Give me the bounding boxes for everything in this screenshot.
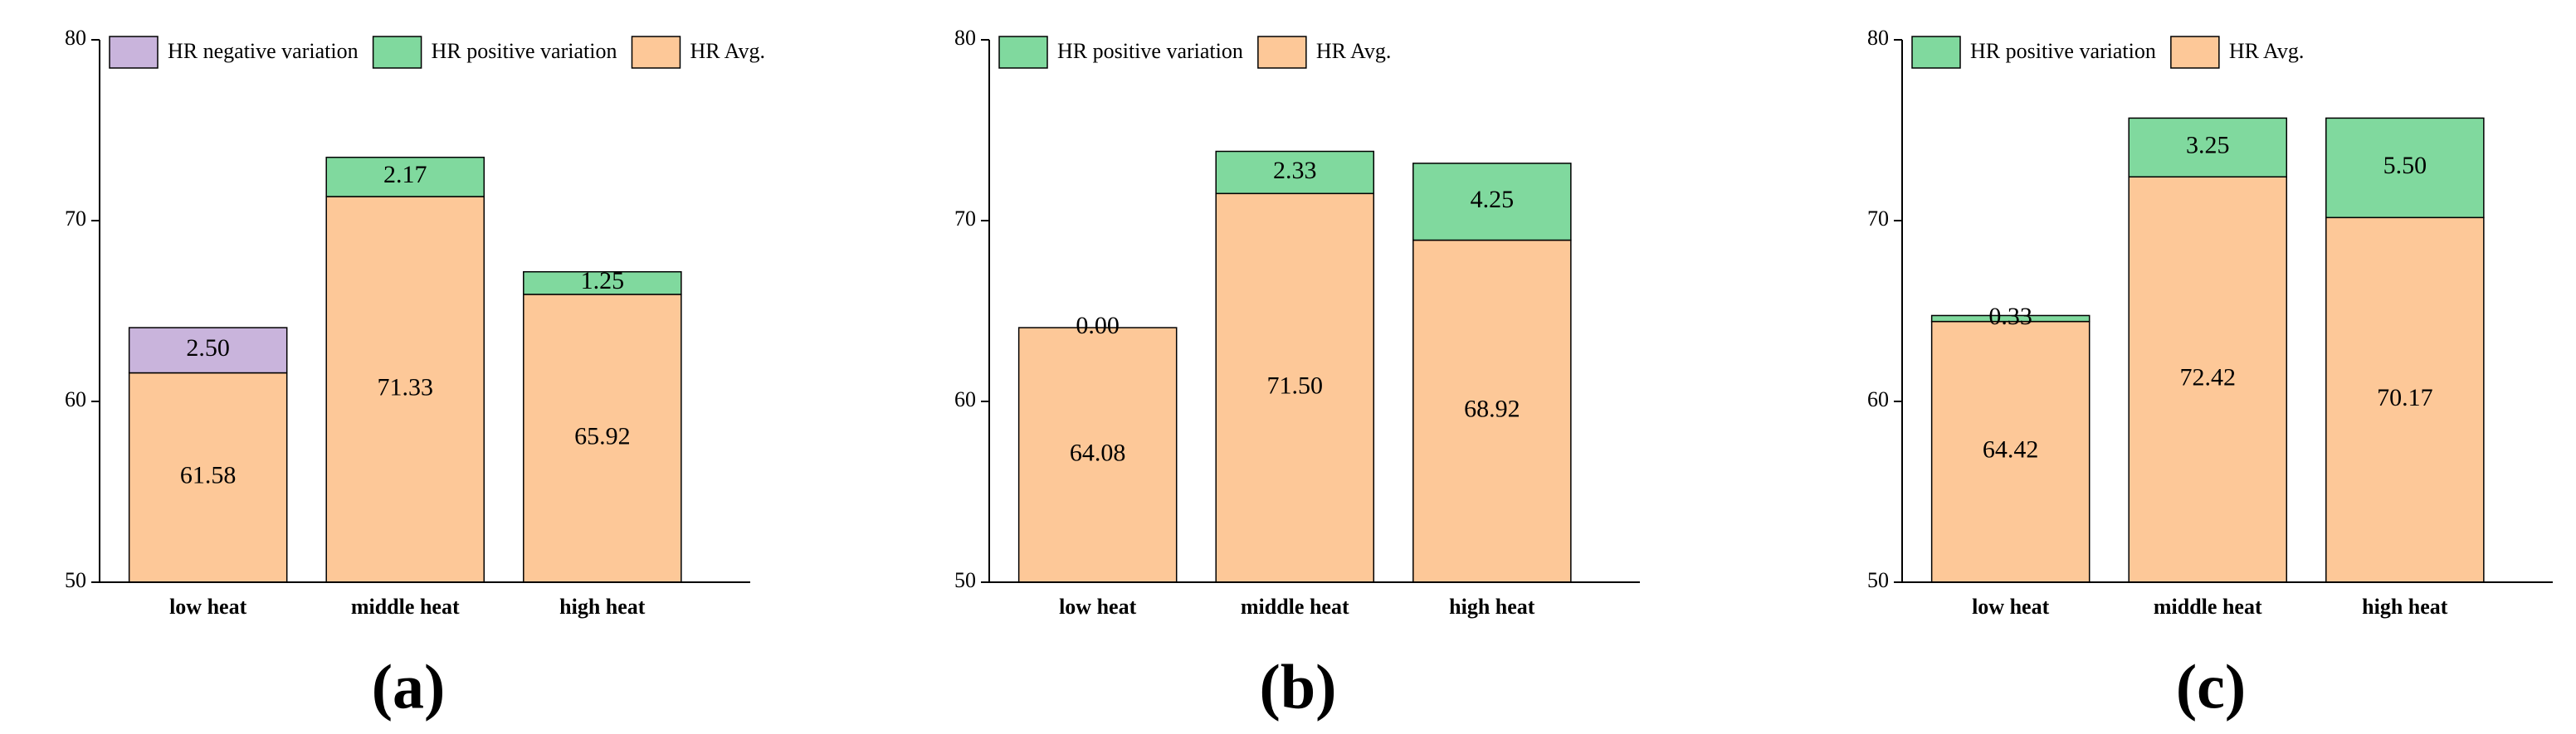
panel-label: (a) <box>372 652 446 722</box>
y-tick-label: 60 <box>1867 387 1889 411</box>
bar-segment <box>2325 117 2485 219</box>
bar-segment <box>325 196 485 583</box>
bar-segment <box>2325 216 2485 583</box>
y-tick-label: 60 <box>65 387 86 411</box>
bar-segment <box>325 156 485 197</box>
legend-label: HR Avg. <box>690 39 765 63</box>
x-tick-label: high heat <box>1449 595 1535 619</box>
y-tick-label: 70 <box>1867 207 1889 231</box>
bar-segment <box>128 372 288 583</box>
bar-segment <box>1215 150 1375 195</box>
bar-segment <box>523 294 682 583</box>
value-label: 72.42 <box>2179 364 2236 391</box>
x-tick-label: low heat <box>1059 595 1137 619</box>
value-label: 61.58 <box>180 462 237 489</box>
value-label: 1.25 <box>581 267 625 294</box>
x-tick-label: high heat <box>2362 595 2448 619</box>
x-tick-label: high heat <box>559 595 646 619</box>
bar-segment <box>523 270 682 295</box>
y-tick-label: 50 <box>1867 568 1889 592</box>
y-tick-label: 80 <box>1867 26 1889 50</box>
legend-swatch <box>1911 36 1961 69</box>
y-tick-label: 70 <box>65 207 86 231</box>
value-label: 64.42 <box>1983 436 2039 464</box>
value-label: 3.25 <box>2186 132 2230 159</box>
legend-label: HR negative variation <box>168 39 359 63</box>
legend-swatch <box>1257 36 1307 69</box>
value-label: 71.33 <box>377 373 433 401</box>
legend-label: HR positive variation <box>432 39 617 63</box>
legend-swatch <box>998 36 1048 69</box>
y-tick-label: 80 <box>65 26 86 50</box>
bar-segment <box>2128 117 2288 177</box>
bar-segment <box>128 327 288 374</box>
panel-label: (b) <box>1260 652 1337 722</box>
legend-label: HR positive variation <box>1970 39 2156 63</box>
legend-swatch <box>109 36 159 69</box>
bar-segment <box>2128 176 2288 583</box>
value-label: 2.17 <box>383 161 427 188</box>
value-label: 5.50 <box>2383 152 2427 179</box>
value-label: 68.92 <box>1464 396 1520 423</box>
value-label: 2.33 <box>1273 157 1317 184</box>
x-tick-label: low heat <box>169 595 247 619</box>
value-label: 4.25 <box>1471 186 1515 213</box>
y-tick-label: 70 <box>954 207 976 231</box>
bar-segment <box>1930 320 2091 583</box>
x-tick-label: middle heat <box>2154 595 2262 619</box>
y-tick-label: 80 <box>954 26 976 50</box>
y-tick-label: 60 <box>954 387 976 411</box>
value-label: 0.00 <box>1076 312 1120 339</box>
x-tick-label: middle heat <box>351 595 460 619</box>
bar-segment <box>1215 192 1375 583</box>
bar-segment <box>1017 327 1178 583</box>
legend-swatch <box>631 36 681 69</box>
value-label: 65.92 <box>574 422 631 450</box>
legend-label: HR positive variation <box>1057 39 1243 63</box>
x-tick-label: low heat <box>1972 595 2050 619</box>
y-tick-label: 50 <box>65 568 86 592</box>
value-label: 2.50 <box>186 334 230 362</box>
legend-swatch <box>372 36 422 69</box>
legend-label: HR Avg. <box>2229 39 2305 63</box>
panel-label: (c) <box>2176 652 2246 722</box>
bar-segment <box>1412 163 1572 241</box>
legend-label: HR Avg. <box>1316 39 1392 63</box>
y-tick-label: 50 <box>954 568 976 592</box>
bar-segment <box>1412 239 1572 583</box>
bar-segment <box>1930 314 2091 323</box>
value-label: 70.17 <box>2377 384 2433 411</box>
x-tick-label: middle heat <box>1241 595 1349 619</box>
value-label: 64.08 <box>1070 439 1126 466</box>
value-label: 71.50 <box>1266 372 1323 400</box>
value-label: 0.33 <box>1988 303 2032 330</box>
legend-swatch <box>2170 36 2220 69</box>
